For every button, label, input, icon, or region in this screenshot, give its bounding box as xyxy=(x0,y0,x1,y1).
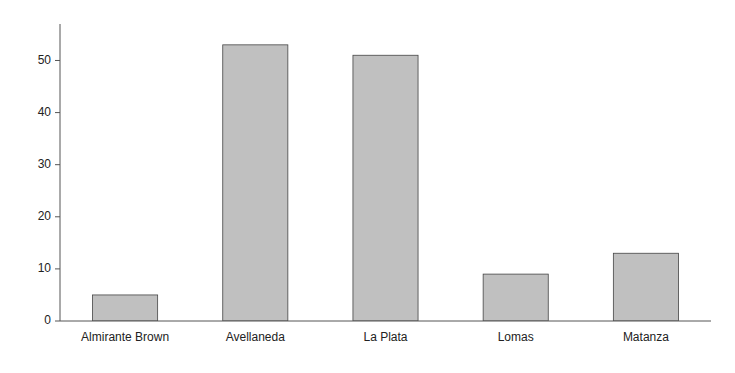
bar xyxy=(613,253,678,321)
bar xyxy=(223,45,288,321)
x-tick-label: Lomas xyxy=(498,330,534,344)
y-tick-label: 0 xyxy=(44,313,51,327)
x-tick-label: Avellaneda xyxy=(226,330,285,344)
y-tick xyxy=(55,321,60,322)
bar xyxy=(93,295,158,321)
y-tick xyxy=(55,112,60,113)
bar xyxy=(353,55,418,321)
y-tick xyxy=(55,60,60,61)
x-tick-label: Almirante Brown xyxy=(81,330,169,344)
y-tick-label: 50 xyxy=(38,53,52,67)
y-tick-label: 30 xyxy=(38,157,52,171)
bars xyxy=(93,45,679,321)
y-tick-label: 40 xyxy=(38,105,52,119)
y-tick-label: 10 xyxy=(38,261,52,275)
chart: 0 10 20 30 40 50 Almirante Brown Avellaneda La P… xyxy=(0,0,735,373)
y-axis-line xyxy=(60,24,61,321)
axes: 0 10 20 30 40 50 Almirante Brown Avellaneda La P… xyxy=(38,24,711,344)
chart-container: 0 10 20 30 40 50 Almirante Brown Avellaneda La P… xyxy=(0,0,735,373)
y-tick xyxy=(55,268,60,269)
y-tick xyxy=(55,164,60,165)
x-tick-label: La Plata xyxy=(363,330,407,344)
x-tick-label: Matanza xyxy=(623,330,669,344)
bar xyxy=(483,274,548,321)
y-tick-label: 20 xyxy=(38,209,52,223)
x-axis-line xyxy=(60,321,711,322)
y-tick xyxy=(55,216,60,217)
